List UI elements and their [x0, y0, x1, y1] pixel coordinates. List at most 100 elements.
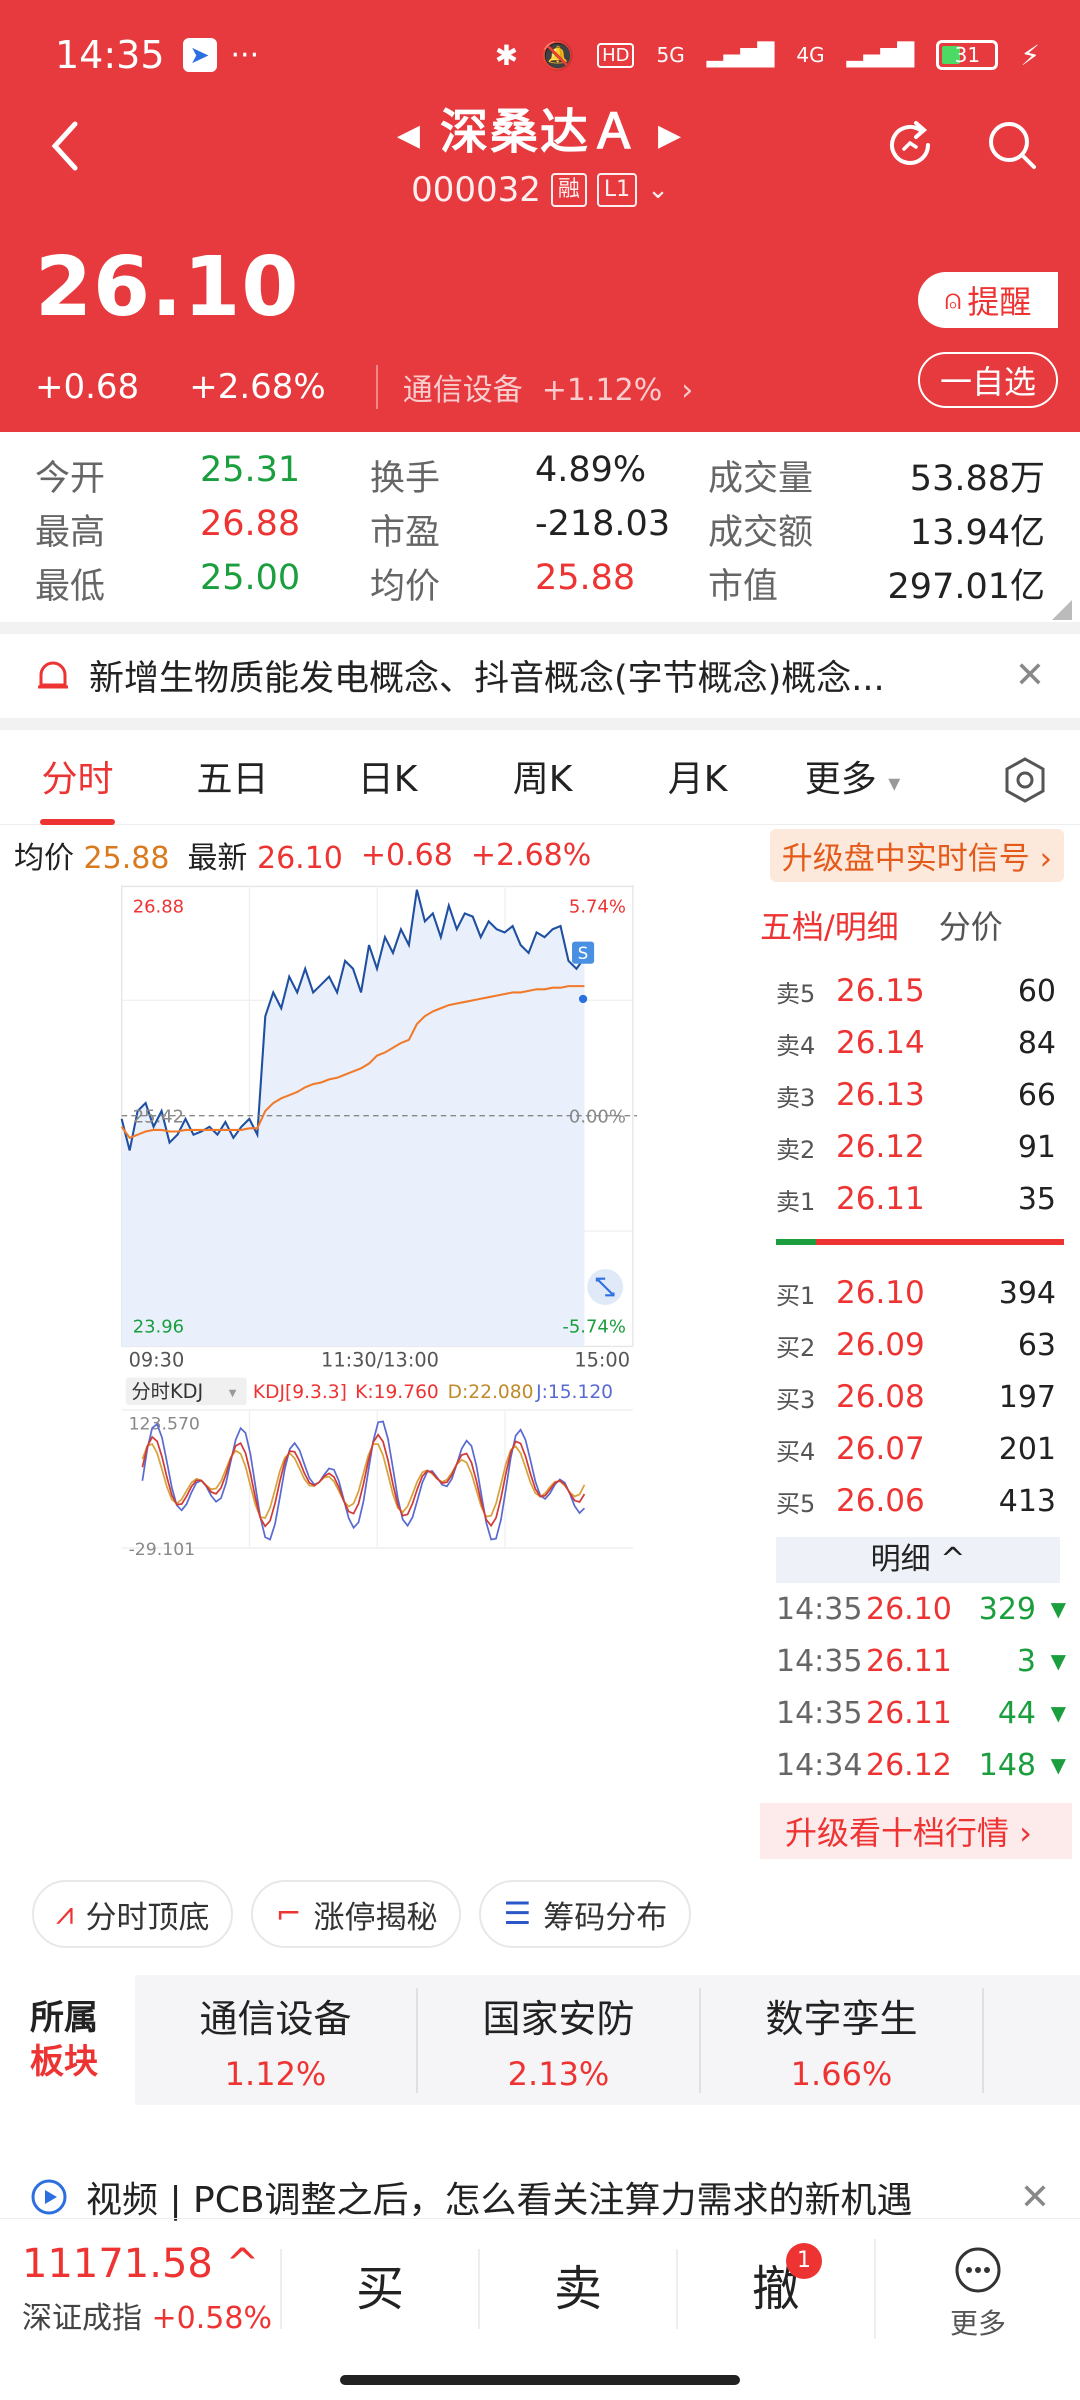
index-value: 11171.58 ^	[22, 2240, 260, 2287]
stat-value: 13.94亿	[909, 513, 1045, 553]
video-news-banner[interactable]: 视频 | PCB调整之后，怎么看关注算力需求的新机遇 ✕	[30, 2162, 1060, 2232]
order-book-panel: 五档/明细 分价 卖5 26.15 60 卖4 26.14 84 卖3 26.13 66 卖2 26…	[760, 885, 1080, 1859]
stat-label: 最高	[35, 513, 106, 553]
index-widget[interactable]: 11171.58 ^ 深证成指 +0.58%	[0, 2241, 280, 2337]
kdj-d: D:22.080	[448, 1382, 534, 1403]
latest-label: 最新 26.10	[187, 841, 343, 876]
upgrade-signal-button[interactable]: 升级盘中实时信号 ›	[769, 828, 1064, 882]
charging-icon: ⚡	[1020, 38, 1040, 72]
chevron-down-icon[interactable]: ⌄	[647, 175, 669, 205]
y-mid-label: 25.42	[133, 1107, 184, 1128]
stat-value: 26.88	[200, 504, 301, 544]
sector-card[interactable]: 通信设备 1.12%	[135, 1987, 418, 2093]
tab-more[interactable]: 更多 ▾	[804, 758, 901, 800]
change-row: +0.68 +2.68% 通信设备 +1.12% ›	[35, 365, 693, 409]
tab-intraday[interactable]: 分时	[0, 735, 155, 825]
price-change-pct: +2.68%	[189, 367, 326, 407]
tab-weekly-k[interactable]: 周K	[512, 758, 573, 800]
trade-row: 14:34 26.12 148 ▼	[776, 1747, 1066, 1783]
sector-card[interactable]: 元宇	[984, 2007, 1080, 2074]
y-bottom-label: 23.96	[133, 1317, 184, 1338]
tab-five-day[interactable]: 五日	[196, 758, 269, 800]
signal-5g: 5G	[656, 43, 685, 67]
expand-corner-icon[interactable]	[1052, 600, 1072, 620]
avg-price-line	[120, 985, 585, 1140]
stock-title-block: ◀ 深桑达Ａ ▶ 000032 融 L1 ⌄	[340, 92, 740, 210]
sector-card[interactable]: 数字孪生 1.66%	[701, 1987, 984, 2093]
close-icon[interactable]: ✕	[1014, 654, 1046, 696]
kdj-top-label: 123.570	[129, 1414, 200, 1434]
search-icon[interactable]	[982, 115, 1042, 175]
dropdown-caret-icon: ▾	[888, 768, 901, 797]
sell-button[interactable]: 卖	[478, 2248, 676, 2329]
avg-label: 均价 25.88	[14, 841, 170, 876]
order-book-row: 卖5 26.15 60	[776, 973, 1056, 1009]
x-label-open: 09:30	[129, 1348, 185, 1371]
refresh-icon[interactable]	[880, 115, 940, 175]
order-book-row: 买1 26.10 394	[776, 1275, 1056, 1311]
sector-card[interactable]: 国家安防 2.13%	[418, 1987, 701, 2093]
order-book-row: 买4 26.07 201	[776, 1431, 1056, 1467]
order-book-row: 买2 26.09 63	[776, 1327, 1056, 1363]
mute-icon: 🔕	[540, 38, 576, 72]
concept-notice[interactable]: 新增生物质能发电概念、抖音概念(字节概念)概念... ✕	[0, 640, 1080, 710]
current-point-marker	[578, 994, 588, 1004]
upgrade-ten-level-button[interactable]: 升级看十档行情 ›	[760, 1803, 1072, 1859]
more-dots-icon: ···	[230, 37, 260, 73]
tab-monthly-k[interactable]: 月K	[667, 758, 728, 800]
stat-label: 最低	[35, 567, 106, 607]
back-button[interactable]	[45, 118, 105, 178]
stat-value: 53.88万	[909, 459, 1045, 499]
order-book-row: 卖3 26.13 66	[776, 1077, 1056, 1113]
pct-bottom-label: -5.74%	[562, 1317, 625, 1338]
bluetooth-icon: ✱	[494, 38, 519, 72]
stat-value: 25.88	[535, 558, 636, 598]
buy-button[interactable]: 买	[280, 2248, 478, 2329]
next-stock-arrow-icon[interactable]: ▶	[658, 117, 684, 153]
detail-toggle[interactable]: 明细 ^	[776, 1537, 1060, 1583]
video-title: 视频 | PCB调整之后，怎么看关注算力需求的新机遇	[86, 2180, 913, 2221]
intraday-chart[interactable]: 26.88 25.42 23.96 5.74% 0.00% -5.74% S 0…	[6, 885, 754, 1555]
tool-intraday-top-bottom[interactable]: ⩘ 分时顶底	[32, 1880, 234, 1948]
kdj-k: K:19.760	[355, 1382, 439, 1403]
kdj-line	[141, 1433, 586, 1528]
prev-stock-arrow-icon[interactable]: ◀	[396, 117, 422, 153]
settings-hex-icon[interactable]	[1000, 755, 1050, 805]
tool-chip-distribution[interactable]: ☰ 筹码分布	[479, 1880, 692, 1948]
price-change: +0.68	[35, 367, 140, 407]
stat-label: 成交额	[708, 513, 814, 553]
price-line	[120, 889, 586, 1151]
stat-value: -218.03	[535, 504, 671, 544]
close-icon[interactable]: ✕	[1019, 2176, 1051, 2218]
remind-button[interactable]: ⍝ 提醒	[918, 272, 1058, 328]
stat-label: 市盈	[370, 513, 441, 553]
watchlist-button[interactable]: 一自选	[918, 352, 1058, 408]
more-button[interactable]: 更多	[874, 2238, 1080, 2340]
level-tag: L1	[596, 173, 638, 207]
stock-name: 深桑达Ａ	[439, 104, 640, 160]
stat-value: 4.89%	[535, 450, 647, 490]
app-notification-icon: ➤	[182, 38, 217, 72]
tool-limit-up[interactable]: ⌐ 涨停揭秘	[251, 1880, 462, 1948]
tab-daily-k[interactable]: 日K	[357, 758, 418, 800]
bell-icon: ⍝	[944, 283, 962, 316]
kdj-dropdown-icon: ▾	[229, 1384, 237, 1402]
stat-value: 25.00	[200, 558, 301, 598]
order-book-row: 卖2 26.12 91	[776, 1129, 1056, 1165]
signal-s-marker	[572, 941, 595, 964]
pct-mid-label: 0.00%	[569, 1107, 626, 1128]
y-top-label: 26.88	[133, 897, 184, 918]
depth-tab[interactable]: 五档/明细	[760, 908, 899, 946]
play-circle-icon	[31, 2179, 67, 2215]
battery-icon: 31	[936, 40, 999, 70]
trend-icon: ⩘	[56, 1895, 74, 1932]
order-book-row: 卖4 26.14 84	[776, 1025, 1056, 1061]
divider	[0, 622, 1080, 634]
quote-stats: 今开 25.31 换手 4.89% 成交量 53.88万 最高 26.88 市盈…	[0, 450, 1080, 620]
current-price: 26.10	[35, 240, 300, 335]
industry-link[interactable]: 通信设备 +1.12% ›	[375, 365, 693, 409]
kdj-params: KDJ[9.3.3]	[253, 1382, 347, 1403]
price-dist-tab[interactable]: 分价	[938, 908, 1003, 946]
